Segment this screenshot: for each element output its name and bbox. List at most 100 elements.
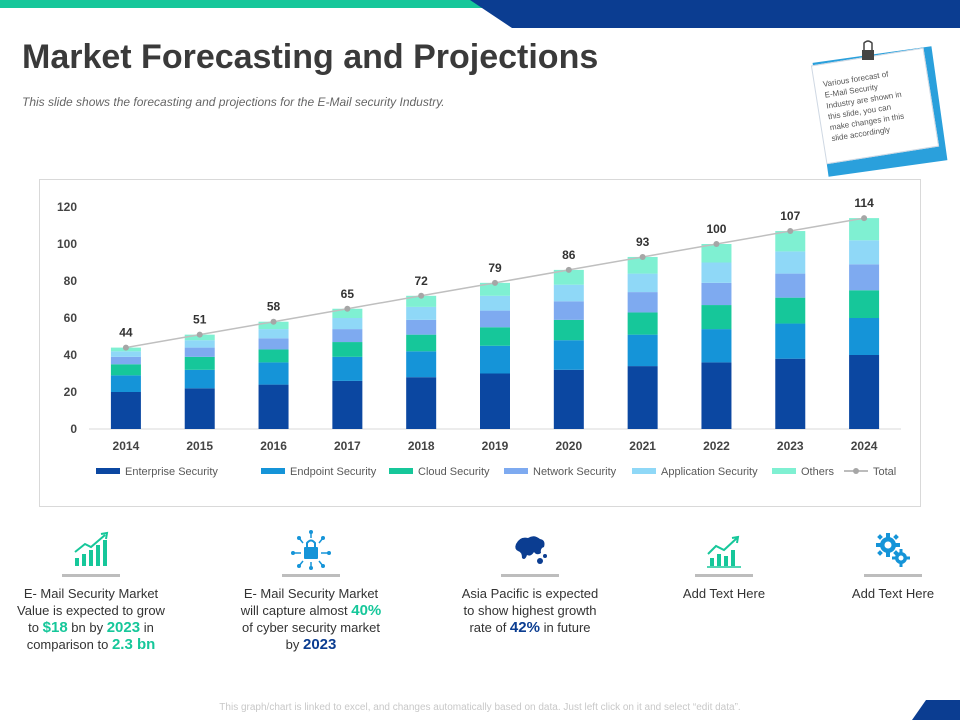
total-data-label: 79: [488, 261, 502, 275]
kpi-text[interactable]: Add Text Here: [682, 586, 766, 601]
bar-segment: [701, 329, 732, 363]
y-tick-label: 120: [57, 200, 77, 214]
total-point: [713, 241, 720, 247]
bar-segment: [627, 292, 658, 313]
bar-segment: [775, 231, 806, 252]
bar-segment: [849, 218, 880, 241]
stacked-bar-chart[interactable]: 0 20 40 60 80 100 120 2014 2015 2016 2017 2018 2019 2…: [39, 179, 921, 507]
x-tick-label: 2022: [703, 439, 730, 453]
x-tick-label: 2023: [777, 439, 804, 453]
bar-segment: [553, 369, 584, 429]
total-point: [861, 215, 868, 222]
total-data-label: 58: [267, 300, 281, 314]
bar-segment: [553, 284, 584, 302]
kpi-text: in comparison to: [26, 620, 154, 652]
total-data-label: 114: [854, 196, 874, 210]
sticky-note: Various forecast of E-Mail Security Indu…: [810, 40, 952, 180]
bar-segment: [332, 342, 363, 357]
total-point: [787, 228, 794, 235]
bar-segment: [775, 358, 806, 429]
kpi-divider: [62, 574, 120, 577]
legend-swatch: [772, 468, 796, 474]
bar-segment: [184, 340, 215, 348]
bar-segment: [110, 356, 141, 365]
bar-segment: [406, 334, 437, 352]
kpi-text[interactable]: Add Text Here: [851, 586, 935, 601]
bar-segment: [110, 392, 141, 429]
bar-segment: [701, 262, 732, 283]
legend-label: Enterprise Security: [125, 466, 218, 478]
legend-label: Cloud Security: [418, 466, 490, 478]
bar-segment: [332, 380, 363, 429]
trend-chart-icon: [707, 535, 741, 568]
total-data-label: 86: [562, 248, 576, 262]
bar-segment: [480, 373, 510, 429]
chart-frame: [39, 179, 921, 507]
bar-segment: [701, 362, 732, 429]
page-title: Market Forecasting and Projections: [22, 38, 599, 76]
total-point: [639, 253, 646, 260]
total-point: [492, 279, 498, 286]
total-data-label: 100: [706, 222, 726, 236]
bar-segment: [553, 340, 584, 370]
bar-segment: [480, 282, 510, 296]
total-data-label: 107: [780, 209, 800, 223]
x-tick-label: 2020: [555, 439, 582, 453]
bar-segment: [627, 256, 658, 274]
page-subtitle: This slide shows the forecasting and pro…: [22, 95, 445, 109]
legend-swatch: [504, 468, 528, 474]
kpi-asia-growth: Asia Pacific is expected to show highest…: [455, 530, 605, 636]
kpi-divider: [501, 574, 559, 577]
legend-label: Endpoint Security: [290, 466, 377, 478]
growth-chart-icon: [74, 531, 109, 566]
total-data-label: 72: [415, 274, 429, 288]
kpi-market-share: E- Mail Security Market will capture alm…: [236, 530, 386, 653]
legend-swatch: [261, 468, 285, 474]
legend-label: Application Security: [661, 466, 758, 478]
bar-segment: [627, 312, 658, 335]
x-tick-label: 2016: [260, 439, 287, 453]
top-brand-bar: [470, 0, 960, 28]
total-data-label: 93: [636, 235, 650, 249]
kpi-value-18bn: $18: [42, 619, 68, 636]
bar-segment: [701, 282, 732, 306]
bar-segment: [110, 375, 141, 392]
y-tick-label: 60: [64, 311, 78, 325]
kpi-value-40pct: 40%: [351, 602, 382, 619]
x-tick-label: 2014: [113, 439, 140, 453]
kpi-text: E- Mail Security Market will capture alm…: [240, 586, 379, 618]
bar-segment: [849, 355, 880, 429]
total-data-label: 65: [341, 287, 355, 301]
kpi-divider: [695, 574, 753, 577]
bar-segment: [775, 297, 806, 324]
kpi-divider: [864, 574, 922, 577]
y-tick-label: 40: [64, 348, 78, 362]
bar-segment: [775, 251, 806, 274]
kpi-text: bn by: [67, 620, 107, 635]
x-tick-label: 2015: [186, 439, 213, 453]
bar-segment: [184, 356, 215, 370]
x-tick-label: 2021: [629, 439, 656, 453]
kpi-market-value: E- Mail Security Market Value is expecte…: [16, 530, 166, 653]
bar-segment: [184, 388, 215, 429]
asia-map-icon: [515, 536, 547, 564]
bar-segment: [258, 321, 289, 330]
bar-segment: [480, 327, 510, 346]
legend-swatch: [96, 468, 120, 474]
y-tick-label: 20: [64, 385, 78, 399]
kpi-text: of cyber security market by: [242, 620, 380, 652]
gears-icon: [876, 533, 910, 567]
corner-accent: [912, 700, 960, 720]
bar-segment: [775, 273, 806, 298]
cyber-lock-icon: [291, 530, 331, 570]
binder-clip-icon: [862, 40, 874, 60]
legend-swatch-marker: [853, 468, 859, 474]
kpi-text: Asia Pacific is expected to show highest…: [461, 586, 599, 635]
total-point: [418, 292, 425, 299]
bar-segment: [110, 351, 141, 357]
bar-segment: [480, 295, 510, 311]
legend-label: Total: [873, 466, 896, 478]
bar-segment: [553, 269, 584, 285]
bar-segment: [627, 273, 658, 293]
kpi-value-2-3bn: 2.3 bn: [111, 636, 156, 653]
